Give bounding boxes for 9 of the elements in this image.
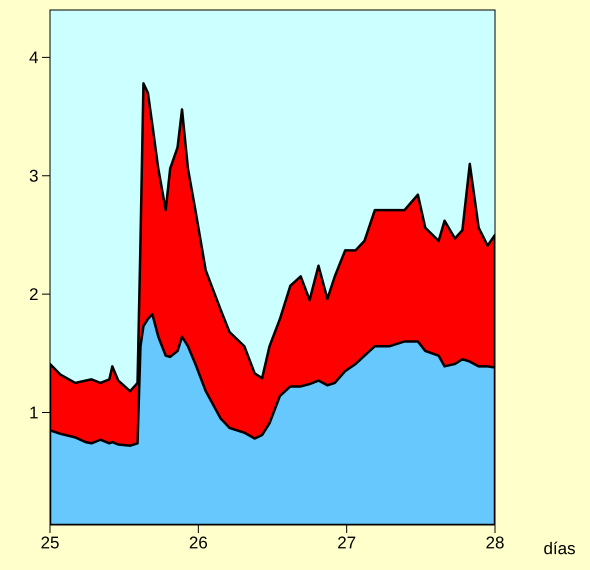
y-tick-label: 2 xyxy=(30,288,38,300)
y-tick-label: 1 xyxy=(30,406,38,418)
x-tick-label: 25 xyxy=(41,536,59,549)
y-tick-label: 4 xyxy=(29,52,38,64)
y-tick-label: 3 xyxy=(30,170,38,182)
x-tick-label: 27 xyxy=(338,536,356,548)
x-axis-title: días xyxy=(544,542,575,554)
x-tick-label: 28 xyxy=(486,536,504,549)
x-tick-label: 26 xyxy=(190,536,208,549)
